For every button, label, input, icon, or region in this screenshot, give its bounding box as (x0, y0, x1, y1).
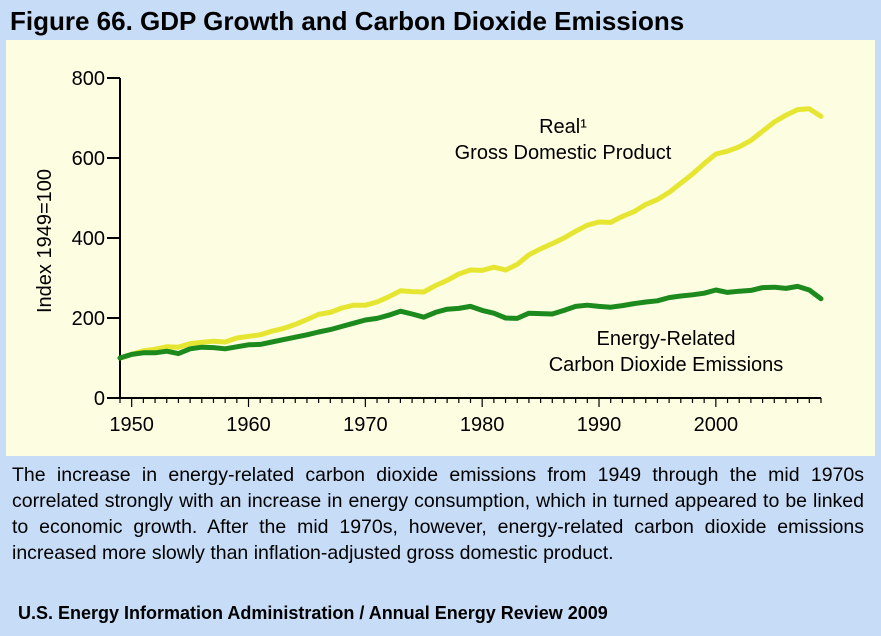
gdp-label-line-1: Real¹ (539, 116, 587, 138)
x-tick-label: 1990 (577, 414, 622, 436)
x-tick-label: 1960 (226, 414, 271, 436)
y-tick-label: 200 (72, 308, 105, 330)
axes: 0 200 400 600 800 1950 1960 1970 1980 1990 2000 Ind… (34, 68, 822, 436)
x-tick-label: 2000 (694, 414, 739, 436)
x-tick-label: 1980 (460, 414, 505, 436)
co2-series-line (117, 283, 824, 361)
y-tick-label: 0 (94, 388, 105, 410)
figure-caption: The increase in energy-related carbon di… (12, 464, 864, 564)
y-tick-label: 600 (72, 148, 105, 170)
x-tick-label: 1950 (109, 414, 154, 436)
series-labels: Real¹ Gross Domestic Product Energy-Relate… (455, 116, 784, 376)
series-group (117, 106, 824, 361)
figure-title: Figure 66. GDP Growth and Carbon Dioxide… (10, 6, 685, 36)
y-tick-label: 400 (72, 228, 105, 250)
co2-label-line-2: Carbon Dioxide Emissions (549, 354, 784, 376)
source-credit: U.S. Energy Information Administration /… (18, 603, 608, 623)
x-tick-label: 1970 (343, 414, 388, 436)
co2-label-line-1: Energy-Related (597, 328, 736, 350)
y-axis-label: Index 1949=100 (34, 169, 56, 313)
gdp-label-line-2: Gross Domestic Product (455, 142, 672, 164)
line-chart: 0 200 400 600 800 1950 1960 1970 1980 1990 2000 Ind… (34, 68, 824, 436)
y-tick-label: 800 (72, 68, 105, 90)
chart-panel: 0 200 400 600 800 1950 1960 1970 1980 1990 2000 Ind… (6, 40, 875, 456)
gdp-series-line (117, 106, 824, 361)
